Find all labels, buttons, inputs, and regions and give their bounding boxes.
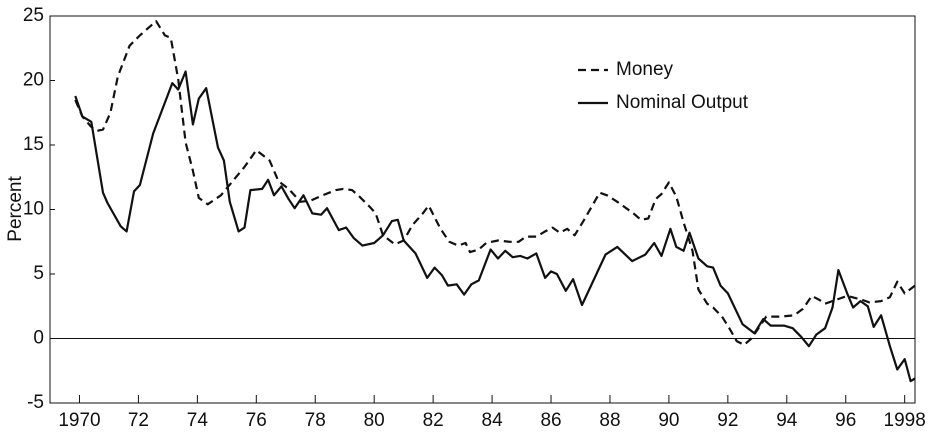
- x-tick-label: 76: [246, 410, 267, 431]
- series-line: [74, 70, 916, 383]
- x-tick-label: 78: [305, 410, 326, 431]
- x-tick-label: 84: [482, 410, 504, 431]
- y-tick-label: 20: [23, 70, 44, 91]
- x-tick-label: 94: [776, 410, 798, 431]
- series-line: [74, 20, 916, 346]
- x-tick-label: 92: [717, 410, 738, 431]
- x-tick-label: 1970: [58, 410, 100, 431]
- x-tick-label: 74: [187, 410, 209, 431]
- legend-label: Nominal Output: [616, 92, 749, 113]
- y-tick-label: 5: [33, 263, 44, 284]
- y-axis-label: Percent: [5, 176, 26, 242]
- x-tick-label: 86: [540, 410, 561, 431]
- x-tick-label: 88: [599, 410, 620, 431]
- y-tick-label: 15: [23, 134, 44, 155]
- x-tick-label: 82: [423, 410, 444, 431]
- x-tick-label: 90: [658, 410, 679, 431]
- plot-frame: [49, 15, 916, 404]
- x-tick-label: 96: [835, 410, 856, 431]
- legend-label: Money: [616, 59, 674, 80]
- y-tick-label: 0: [33, 328, 44, 349]
- y-tick-label: 25: [23, 5, 44, 26]
- x-tick-label: 1998: [884, 410, 926, 431]
- y-tick-label: 10: [23, 199, 44, 220]
- x-tick-label: 80: [364, 410, 385, 431]
- x-tick-label: 72: [128, 410, 149, 431]
- y-tick-label: -5: [27, 392, 44, 413]
